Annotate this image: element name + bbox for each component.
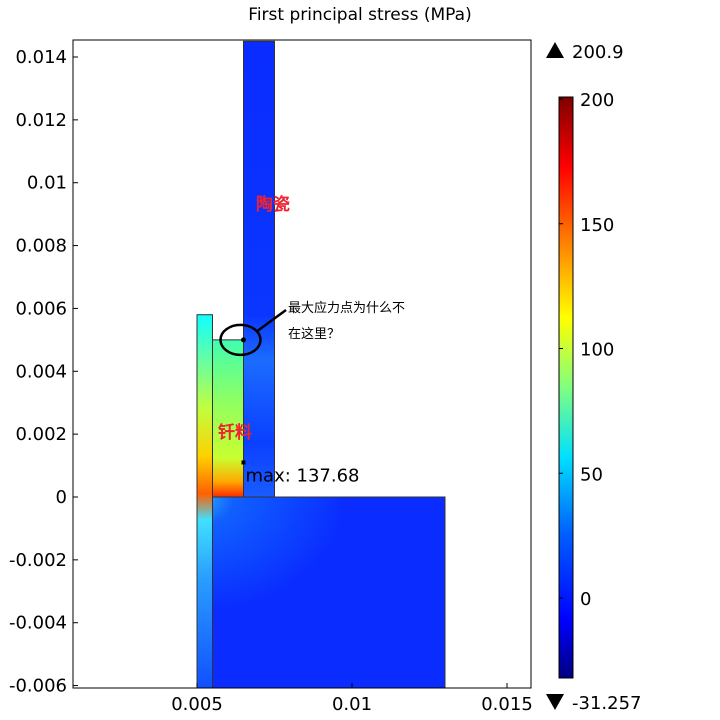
question-text-line1: 最大应力点为什么不 xyxy=(288,300,405,316)
colorbar-tick-label: 0 xyxy=(580,589,591,610)
x-tick-label: 0.015 xyxy=(481,694,533,715)
colorbar-tick-label: 150 xyxy=(580,215,614,236)
domain-ceramic xyxy=(243,40,275,498)
annotation-leader-line xyxy=(256,308,287,332)
colorbar-max-label: 200.9 xyxy=(572,42,624,63)
y-tick-label: -0.004 xyxy=(9,613,67,634)
y-tick-label: 0 xyxy=(56,487,67,508)
x-tick-label: 0.005 xyxy=(171,694,223,715)
x-tick-label: 0.01 xyxy=(332,694,372,715)
question-text-line2: 在这里？ xyxy=(288,326,340,342)
annotation-point xyxy=(241,337,246,343)
y-tick-label: 0.014 xyxy=(15,47,67,68)
y-tick-label: 0.012 xyxy=(15,110,67,131)
colorbar-tick-label: 100 xyxy=(580,340,614,361)
x-axis: 0.005 0.01 0.015 xyxy=(171,683,533,715)
plot-frame xyxy=(72,39,532,689)
annotation-circle xyxy=(219,323,262,357)
y-tick-label: 0.002 xyxy=(15,424,67,445)
y-tick-label: 0.01 xyxy=(27,173,67,194)
colorbar: 200.9 -31.257 200 150 100 50 0 xyxy=(546,42,641,714)
domain-solder xyxy=(212,339,244,498)
ceramic-label: 陶瓷 xyxy=(256,194,290,215)
domain-outer-strip xyxy=(196,314,213,689)
max-marker xyxy=(241,460,246,465)
colorbar-tick-label: 200 xyxy=(580,90,614,111)
y-tick-label: 0.008 xyxy=(15,236,67,257)
min-triangle-icon xyxy=(546,694,564,710)
geometry-domains xyxy=(196,40,446,689)
domain-bottom-block xyxy=(196,496,446,689)
max-label: max: 137.68 xyxy=(246,465,360,486)
colorbar-gradient xyxy=(558,96,574,679)
y-axis: 0.014 0.012 0.01 0.008 0.006 0.004 0.002 0 -0.00… xyxy=(9,47,78,697)
max-triangle-icon xyxy=(546,42,564,58)
solder-label: 钎料 xyxy=(218,422,252,443)
y-tick-label: -0.002 xyxy=(9,550,67,571)
y-tick-label: -0.006 xyxy=(9,676,67,697)
y-tick-label: 0.006 xyxy=(15,298,67,319)
chart-title: First principal stress (MPa) xyxy=(248,5,471,25)
colorbar-tick-label: 50 xyxy=(580,464,603,485)
colorbar-min-label: -31.257 xyxy=(572,693,641,714)
y-tick-label: 0.004 xyxy=(15,361,67,382)
